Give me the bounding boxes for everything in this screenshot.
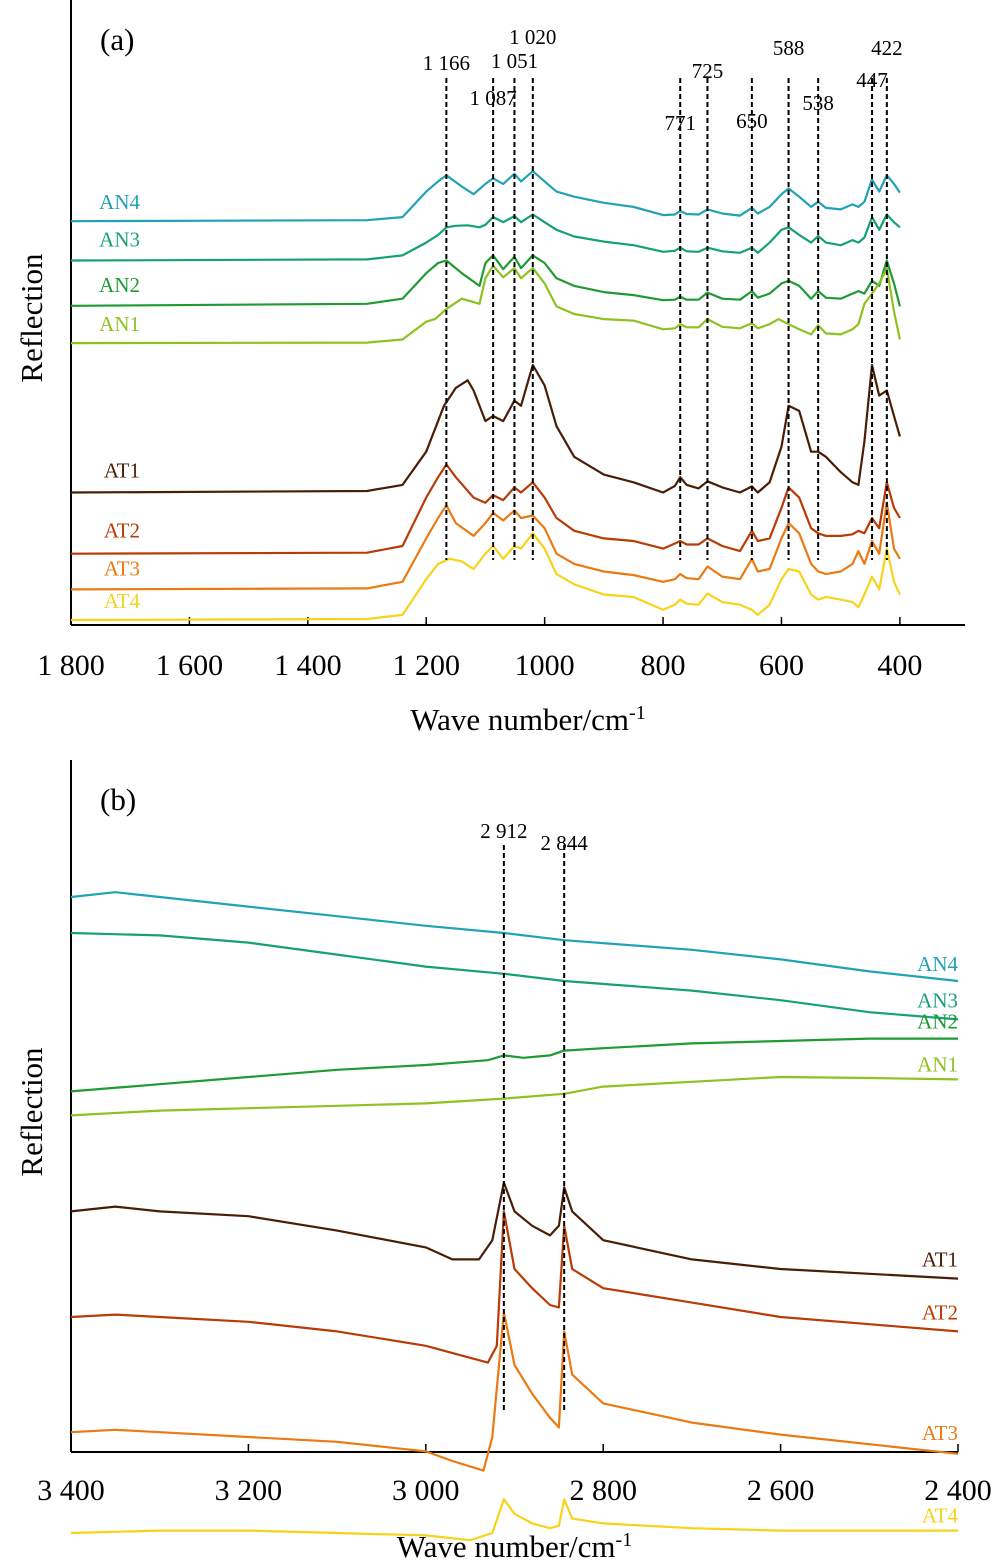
peak-label: 2 844: [541, 831, 589, 855]
y-axis-title: Reflection: [14, 1047, 49, 1177]
y-axis-title: Reflection: [14, 253, 49, 383]
series-line-at2: [70, 463, 901, 555]
peak-label: 1 051: [491, 49, 538, 73]
series-label-an1: AN1: [917, 1052, 958, 1076]
series-line-at1: [70, 363, 901, 494]
series-label-an4: AN4: [99, 190, 140, 214]
x-axis-title-superscript: -1: [616, 1529, 633, 1551]
x-axis-title-text: Wave number/cm: [410, 702, 629, 737]
x-tick-label: 3 000: [392, 1474, 460, 1507]
series-label-an3: AN3: [99, 227, 140, 251]
panel-label: (a): [100, 22, 134, 57]
series-label-at4: AT4: [922, 1504, 959, 1528]
series-line-an1: [70, 264, 901, 345]
series-label-an2: AN2: [99, 273, 140, 297]
peak-label: 1 020: [509, 25, 556, 49]
x-tick-label: 1 600: [156, 649, 224, 682]
series-label-an4: AN4: [917, 952, 958, 976]
x-tick-label: 1 800: [37, 649, 105, 682]
x-tick-label: 1000: [515, 649, 575, 682]
peak-label: 1 087: [470, 86, 517, 110]
series-line-an2: [70, 1037, 958, 1093]
panel-label: (b): [100, 782, 136, 817]
x-axis-title-text: Wave number/cm: [397, 1529, 616, 1564]
series-line-an4: [70, 170, 901, 223]
series-label-at1: AT1: [922, 1248, 958, 1272]
x-tick-label: 1 400: [274, 649, 342, 682]
peak-label: 771: [664, 111, 696, 135]
peak-label: 650: [736, 109, 768, 133]
x-tick-label: 600: [759, 649, 804, 682]
peak-label: 447: [856, 68, 888, 92]
series-line-at4: [70, 1498, 958, 1542]
x-axis-title-superscript: -1: [629, 702, 646, 724]
chart-panel-b: 3 400 3 200 3 000 2 800 2 600 2 400 Wave numbe…: [14, 760, 992, 1564]
peak-label: 2 912: [480, 819, 527, 843]
series-label-an1: AN1: [99, 312, 140, 336]
series-label-at3: AT3: [922, 1421, 958, 1445]
series-label-at4: AT4: [104, 589, 141, 613]
series-line-at4: [70, 532, 901, 622]
peak-label: 422: [871, 36, 903, 60]
series-line-at1: [70, 1181, 959, 1280]
x-tick-label: 2 400: [924, 1474, 992, 1507]
series-label-at3: AT3: [104, 556, 140, 580]
chart-panel-a: 1 800 1 600 1 400 1 200 1000 800 600 400 Wave nu…: [14, 0, 965, 737]
series-line-at3: [70, 501, 901, 591]
x-axis-title: Wave number/cm-1: [410, 702, 645, 737]
traces: [70, 170, 901, 622]
series-line-an3: [70, 213, 901, 262]
series-label-at1: AT1: [104, 459, 140, 483]
x-tick-label: 3 200: [215, 1474, 283, 1507]
peak-label: 725: [692, 59, 724, 83]
x-tick-label: 2 600: [747, 1474, 815, 1507]
traces: [70, 891, 959, 1542]
series-line-an2: [70, 254, 901, 307]
series-line-an1: [70, 1075, 959, 1117]
series-line-at2: [70, 1210, 959, 1364]
peak-label: 1 166: [423, 51, 470, 75]
x-axis-title: Wave number/cm-1: [397, 1529, 632, 1564]
x-tick-label: 1 200: [392, 649, 460, 682]
peak-label: 588: [773, 36, 805, 60]
series-label-an2: AN2: [917, 1010, 958, 1034]
peak-label: 538: [802, 91, 834, 115]
x-tick-label: 3 400: [37, 1474, 105, 1507]
series-line-an4: [70, 891, 959, 983]
x-tick-label: 400: [877, 649, 922, 682]
series-label-at2: AT2: [922, 1300, 958, 1324]
series-label-at2: AT2: [104, 519, 140, 543]
series-label-an3: AN3: [917, 988, 958, 1012]
x-tick-label: 800: [641, 649, 686, 682]
series-line-at3: [70, 1311, 959, 1472]
x-tick-label: 2 800: [569, 1474, 637, 1507]
series-line-an3: [70, 931, 959, 1021]
